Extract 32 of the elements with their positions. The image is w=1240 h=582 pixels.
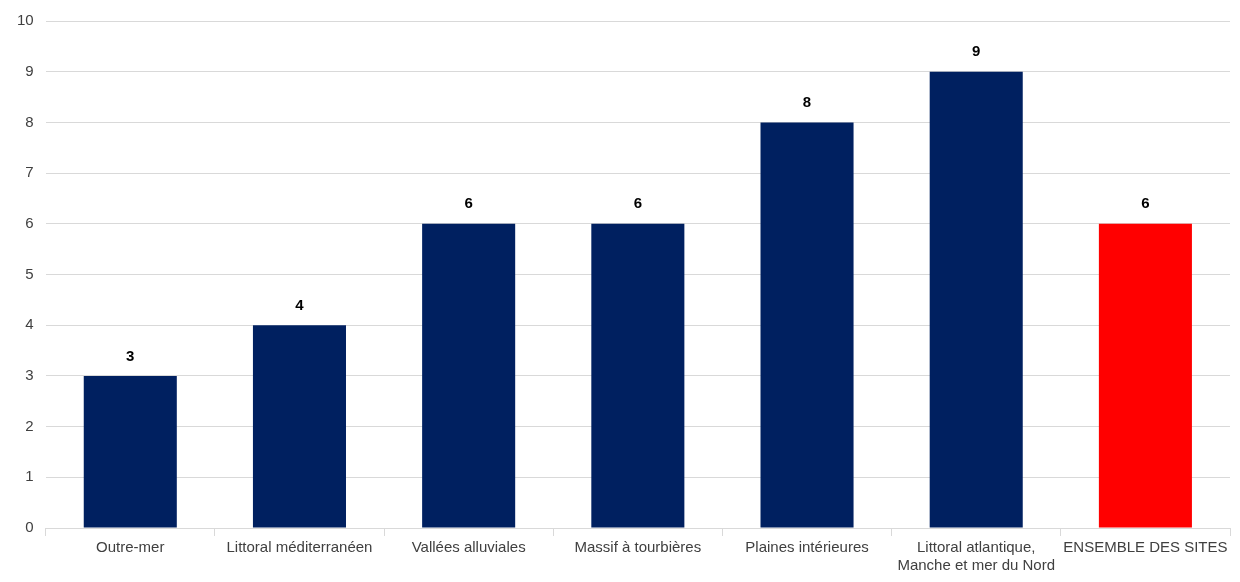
data-label: 6 bbox=[464, 194, 473, 212]
bar bbox=[252, 325, 346, 528]
x-tick-label: Outre-mer bbox=[96, 538, 165, 556]
bar bbox=[760, 122, 854, 528]
bar bbox=[1098, 223, 1192, 528]
y-tick-label: 3 bbox=[25, 366, 34, 384]
data-label: 4 bbox=[295, 295, 305, 313]
y-tick-label: 0 bbox=[25, 518, 34, 536]
y-tick-label: 9 bbox=[25, 61, 34, 79]
x-tick-label: ENSEMBLE DES SITES bbox=[1063, 538, 1228, 556]
x-tick-label: Littoral méditerranéen bbox=[226, 538, 373, 556]
bar bbox=[929, 71, 1023, 528]
data-label: 9 bbox=[972, 42, 981, 60]
y-tick-label: 1 bbox=[25, 467, 34, 485]
y-tick-label: 8 bbox=[25, 112, 34, 130]
y-tick-label: 6 bbox=[25, 213, 34, 231]
bar bbox=[422, 223, 516, 528]
x-tick-label: Massif à tourbières bbox=[574, 538, 702, 556]
data-label: 8 bbox=[802, 93, 812, 111]
data-label: 6 bbox=[1141, 194, 1150, 212]
bar bbox=[83, 375, 177, 528]
y-tick-label: 4 bbox=[25, 315, 34, 333]
bar bbox=[591, 223, 685, 528]
data-label: 3 bbox=[126, 346, 135, 364]
y-tick-label: 7 bbox=[25, 163, 34, 181]
y-tick-label: 2 bbox=[25, 416, 34, 434]
x-tick-label: Plaines intérieures bbox=[745, 538, 869, 556]
y-tick-label: 5 bbox=[25, 264, 34, 282]
x-tick-label: Littoral atlantique, Manche et mer du Nord bbox=[897, 538, 1056, 574]
y-tick-label: 10 bbox=[17, 11, 34, 29]
x-tick-label: Vallées alluviales bbox=[411, 538, 526, 556]
data-label: 6 bbox=[633, 194, 643, 212]
